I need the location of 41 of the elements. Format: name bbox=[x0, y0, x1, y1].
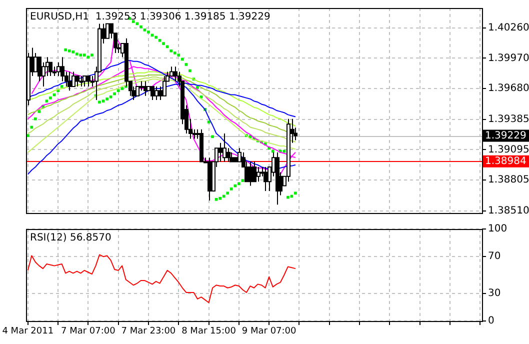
candlestick bbox=[264, 166, 268, 192]
candlestick bbox=[72, 71, 76, 87]
y-tick-label: 1.39680 bbox=[488, 83, 529, 94]
candlestick bbox=[162, 75, 166, 96]
candlestick bbox=[56, 62, 60, 76]
candlestick bbox=[256, 166, 260, 182]
candlestick bbox=[252, 161, 256, 182]
ref-line-label: 1.39229 bbox=[485, 130, 526, 142]
candlestick bbox=[230, 152, 234, 162]
y-tick-label: 0 bbox=[488, 316, 494, 327]
candlestick bbox=[248, 161, 252, 186]
candlestick bbox=[86, 75, 90, 87]
y-tick-label: 30 bbox=[488, 288, 501, 299]
candlestick bbox=[80, 75, 84, 87]
y-tick-label: 100 bbox=[488, 224, 508, 235]
candlestick bbox=[34, 52, 38, 72]
candlestick bbox=[226, 148, 230, 162]
y-tick-label: 1.40260 bbox=[488, 22, 529, 34]
chart-title: EURUSD,H1 1.39253 1.39306 1.39185 1.39229 bbox=[30, 12, 270, 23]
candlestick bbox=[154, 86, 158, 101]
candlestick bbox=[68, 71, 72, 92]
y-tick-label: 1.39385 bbox=[488, 114, 529, 125]
y-tick-label: 1.38805 bbox=[488, 174, 529, 186]
y-tick-label: 70 bbox=[488, 251, 501, 262]
x-tick-label: 4 Mar 2011 bbox=[2, 326, 54, 337]
candlestick bbox=[82, 75, 86, 87]
candlestick bbox=[218, 142, 222, 162]
x-tick-label: 7 Mar 23:00 bbox=[121, 326, 176, 337]
candlestick bbox=[150, 86, 154, 101]
ref-line-label: 1.38984 bbox=[485, 156, 526, 167]
x-tick-label: 7 Mar 07:00 bbox=[60, 326, 116, 337]
y-tick-label: 1.38510 bbox=[488, 206, 529, 216]
x-tick-label: 9 Mar 07:00 bbox=[242, 326, 297, 337]
x-tick-label: 8 Mar 15:00 bbox=[182, 326, 236, 337]
chart-title: RSI(12) 56.8570 bbox=[30, 232, 112, 244]
candlestick bbox=[222, 133, 226, 162]
candlestick bbox=[52, 66, 56, 76]
y-tick-label: 1.39970 bbox=[488, 52, 529, 64]
candlestick bbox=[76, 75, 80, 87]
y-tick-label: 1.39095 bbox=[488, 144, 529, 156]
candlestick bbox=[244, 161, 248, 182]
